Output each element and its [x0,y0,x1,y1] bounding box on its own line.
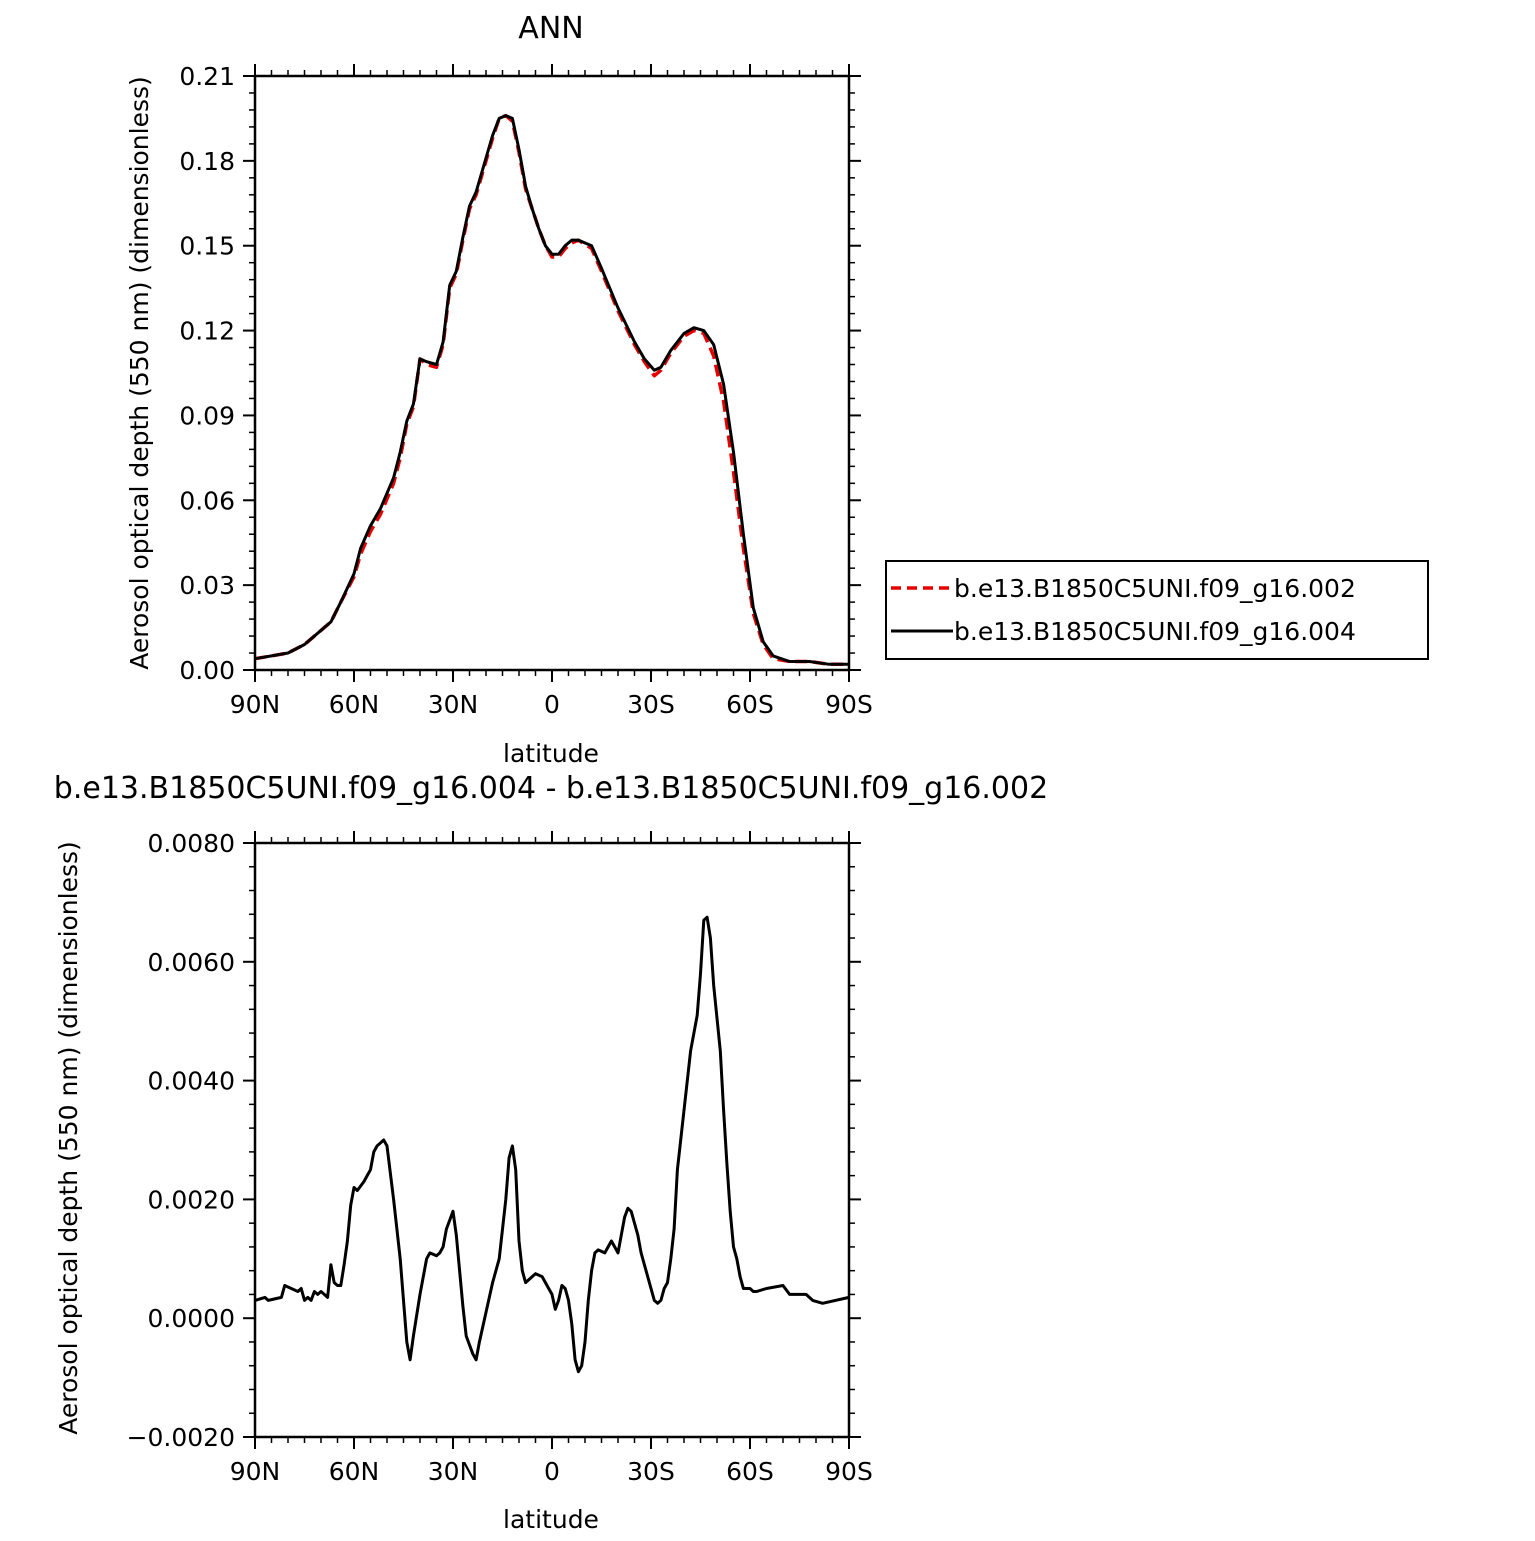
legend-box [885,560,1429,660]
bottom-series [254,915,850,1374]
bottom-x-tick-label: 90S [825,1457,873,1486]
bottom-tick-labels: 90N 60N 30N 0 30S 60S 90S −0.0020 0.0000 0.0020 0.… [127,829,873,1486]
top-x-tick-label: 90S [825,690,873,719]
bottom-plot-frame [253,841,851,1439]
bottom-x-tick-label: 30N [428,1457,479,1486]
top-y-tick-label: 0.12 [179,317,235,346]
bottom-y-tick-label: 0.0020 [148,1185,235,1214]
top-y-tick-label: 0.03 [179,571,235,600]
bottom-y-tick-label: 0.0060 [148,948,235,977]
top-x-tick-label: 90N [230,690,281,719]
top-panel: ANN Aerosol optical depth (550 nm) (dime… [125,11,873,768]
top-y-tick-label: 0.09 [179,401,235,430]
top-y-axis-label: Aerosol optical depth (550 nm) (dimensio… [125,76,154,670]
top-y-tick-label: 0.06 [179,486,235,515]
bottom-x-tick-label: 0 [544,1457,560,1486]
bottom-x-axis-label: latitude [503,1505,599,1534]
top-x-axis-label: latitude [503,739,599,768]
bottom-y-tick-label: 0.0080 [148,829,235,858]
top-y-tick-label: 0.15 [179,232,235,261]
bottom-y-tick-label: −0.0020 [127,1423,235,1452]
top-y-tick-label: 0.21 [179,62,235,91]
bottom-y-axis-label: Aerosol optical depth (550 nm) (dimensio… [54,841,83,1435]
bottom-x-tick-label: 60S [726,1457,774,1486]
top-plot-frame [253,74,851,672]
bottom-y-tick-label: 0.0000 [148,1304,235,1333]
bottom-panel: b.e13.B1850C5UNI.f09_g16.004 - b.e13.B18… [54,771,1048,1534]
top-chart-title: ANN [518,11,583,46]
bottom-series-line-0 [254,915,850,1374]
bottom-chart-title: b.e13.B1850C5UNI.f09_g16.004 - b.e13.B18… [54,771,1048,806]
top-x-tick-label: 30N [428,690,479,719]
bottom-y-tick-label: 0.0040 [148,1067,235,1096]
top-tick-labels: 90N 60N 30N 0 30S 60S 90S 0.00 0.03 0.06 0.09 0.12 0… [179,62,873,719]
top-ticks [243,64,861,682]
legend-label-002: b.e13.B1850C5UNI.f09_g16.002 [954,574,1356,603]
bottom-ticks [243,831,861,1449]
legend: b.e13.B1850C5UNI.f09_g16.002 b.e13.B1850… [885,560,1429,660]
top-x-tick-label: 30S [627,690,675,719]
bottom-x-tick-label: 90N [230,1457,281,1486]
top-y-tick-label: 0.00 [179,656,235,685]
top-series [254,113,849,667]
top-x-tick-label: 0 [544,690,560,719]
bottom-x-tick-label: 60N [329,1457,380,1486]
top-y-tick-label: 0.18 [179,147,235,176]
top-x-tick-label: 60N [329,690,380,719]
top-series-line-1 [254,114,849,666]
legend-label-004: b.e13.B1850C5UNI.f09_g16.004 [954,617,1356,646]
top-series-line-0 [254,113,849,667]
bottom-x-tick-label: 30S [627,1457,675,1486]
top-x-tick-label: 60S [726,690,774,719]
